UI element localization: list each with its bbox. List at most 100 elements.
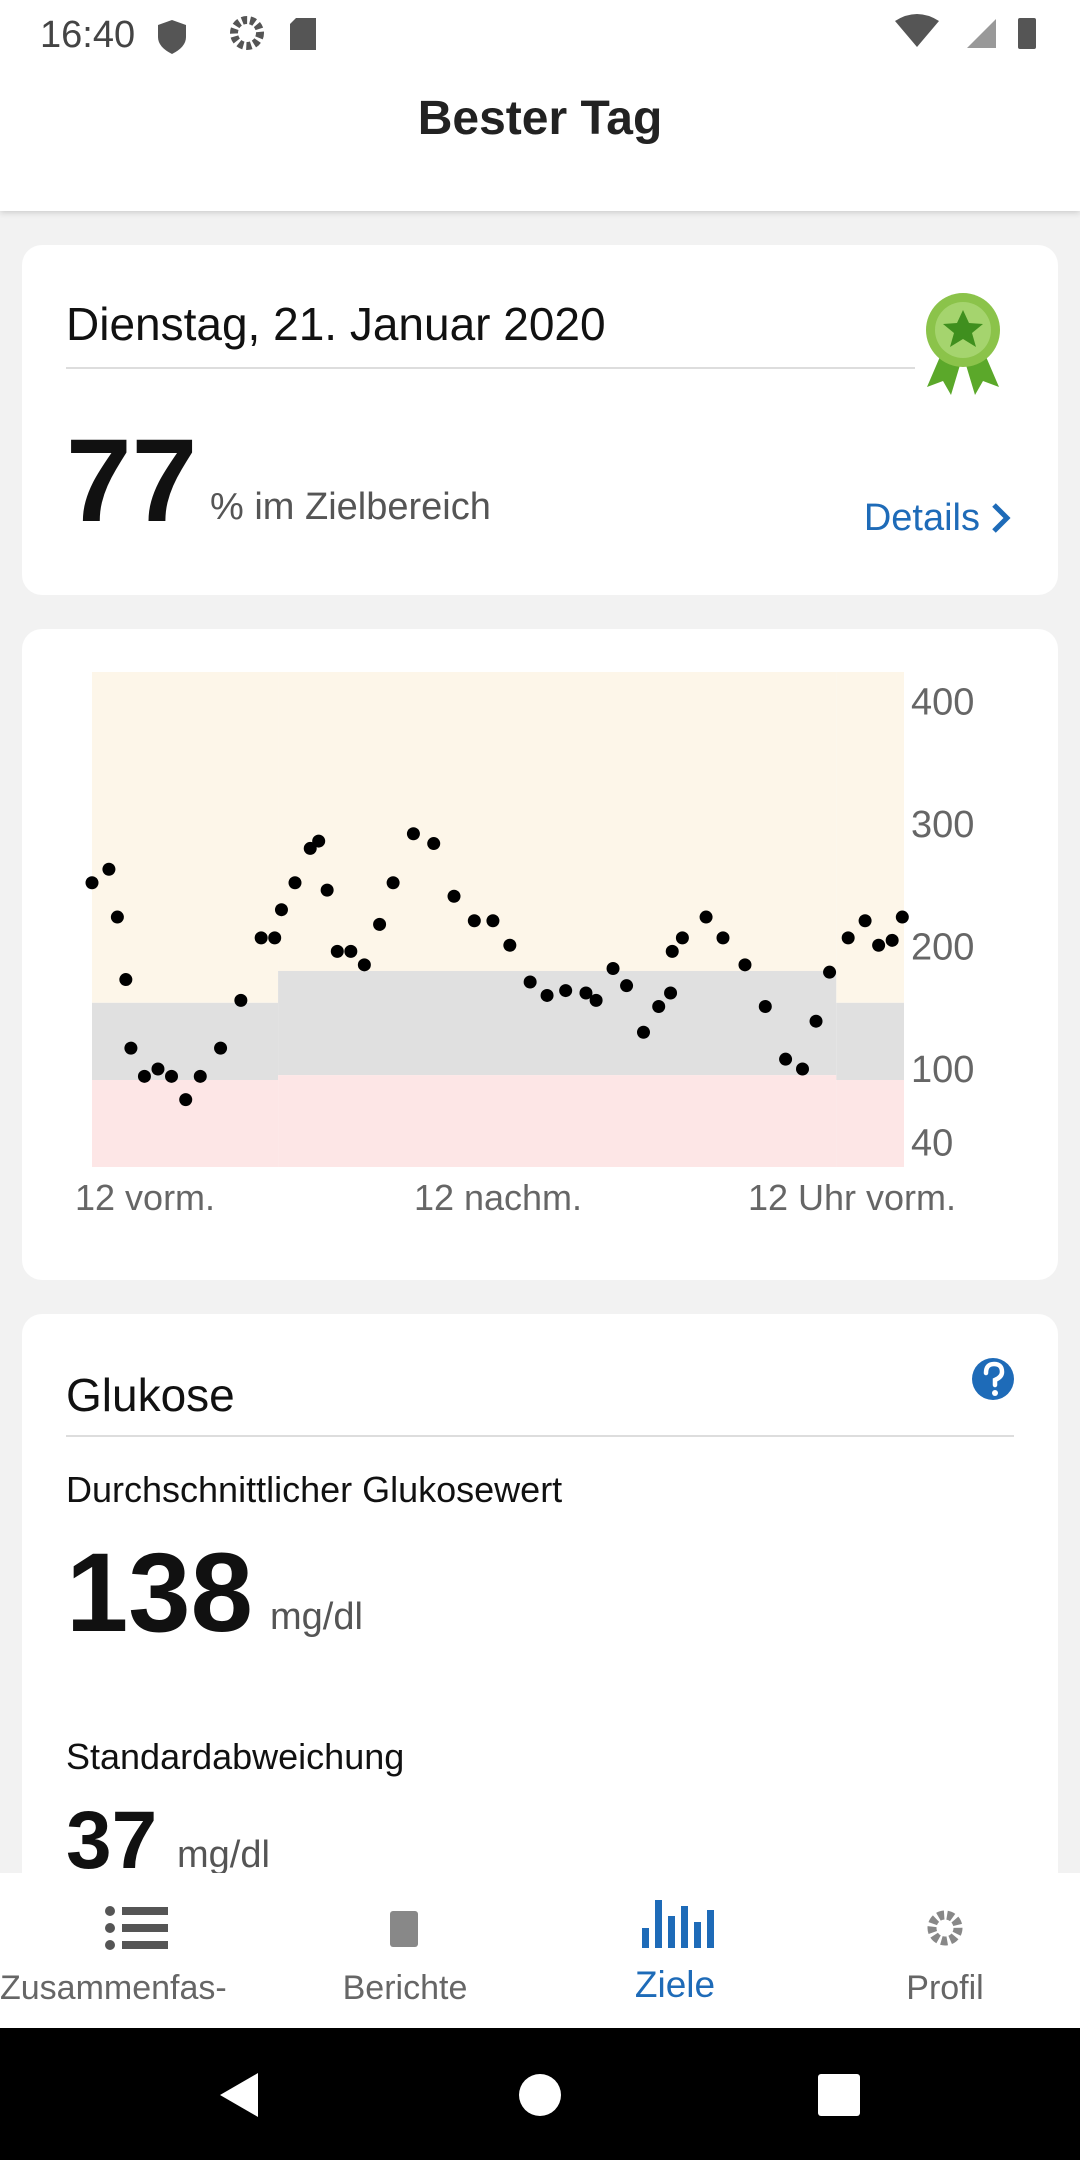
y-tick-label: 100 [911,1049,974,1091]
glucose-point [124,1041,138,1055]
glucose-point [716,931,730,945]
nav-label[interactable]: Zusammenfas- [0,1969,227,2007]
glucose-point [274,903,288,917]
glucose-point [841,931,855,945]
sd-value: 37 [66,1795,157,1886]
average-value: 138 [66,1530,253,1655]
glucose-point [214,1041,228,1055]
glucose-point [606,962,620,976]
glucose-point [268,931,282,945]
target-zone [278,970,837,1076]
page-title: Bester Tag [418,92,663,145]
glucose-point [559,984,573,998]
glucose-point [110,910,124,924]
glucose-point [254,931,268,945]
date: Dienstag, 21. Januar 2020 [66,298,606,350]
glucose-point [858,914,872,928]
nav-label[interactable]: Profil [906,1969,983,2007]
low-zone [92,1080,279,1167]
glucose-point [467,914,481,928]
glucose-point [406,827,420,841]
glucose-point [589,993,603,1007]
status-time: 16:40 [40,14,135,56]
percent-label: % im Zielbereich [210,486,491,528]
glucose-point [102,862,116,876]
glucose-point [675,931,689,945]
low-zone [278,1075,837,1167]
y-tick-label: 200 [911,926,974,968]
average-unit: mg/dl [270,1596,363,1638]
back-button[interactable] [220,2073,258,2117]
y-tick-label: 40 [911,1122,953,1164]
chevron-icon[interactable] [992,503,1011,533]
wifi-icon [895,14,939,47]
details-link[interactable]: Details [864,497,980,539]
target-zone [836,1002,904,1081]
glucose-point [872,938,886,952]
x-tick-label: 12 vorm. [75,1177,215,1218]
high-zone [836,672,904,1003]
glucose-point [579,986,593,1000]
glucose-point [234,993,248,1007]
glucose-point [119,973,133,987]
glucose-point [699,910,713,924]
glucose-point [447,889,461,903]
shield-icon [158,20,186,54]
average-label: Durchschnittlicher Glukosewert [66,1469,562,1510]
glucose-point [193,1069,207,1083]
summary-icon[interactable] [105,1906,168,1950]
glucose-point [523,975,537,989]
low-zone [836,1080,904,1167]
glucose-point [386,876,400,890]
home-button[interactable] [519,2074,561,2116]
glucose-point [151,1062,165,1076]
glucose-point [885,933,899,947]
high-zone [92,672,279,1003]
sd-icon [290,18,316,50]
glucose-title: Glukose [66,1369,235,1421]
profile-icon[interactable] [927,1910,963,1946]
glucose-point [738,958,752,972]
glucose-point [664,986,678,1000]
glucose-point [620,979,634,993]
glucose-point [779,1052,793,1066]
summary-card [22,245,1058,595]
y-tick-label: 300 [911,804,974,846]
reports-icon[interactable] [390,1911,418,1947]
glucose-point [652,999,666,1013]
settings-icon [230,16,264,50]
glucose-point [344,944,358,958]
glucose-point [303,841,317,855]
glucose-point [503,938,517,952]
sd-unit: mg/dl [177,1834,270,1876]
signal-icon [967,19,996,48]
glucose-point [165,1069,179,1083]
glucose-point [288,876,302,890]
glucose-point [373,917,387,931]
battery-icon [1018,18,1036,49]
glucose-point [137,1069,151,1083]
glucose-point [823,965,837,979]
glucose-chart: 40 100 200 300 400 12 vorm. 12 nachm. 12 Uhr vo… [75,672,974,1218]
nav-label[interactable]: Ziele [635,1964,715,2005]
high-zone [278,672,837,971]
goals-icon[interactable] [642,1900,714,1948]
glucose-point [758,999,772,1013]
y-tick-label: 400 [911,681,974,723]
bottom-nav [0,1873,1080,2028]
x-tick-label: 12 nachm. [414,1177,582,1218]
help-icon[interactable] [972,1358,1014,1400]
award-icon [926,293,1000,395]
glucose-point [357,958,371,972]
glucose-point [809,1014,823,1028]
glucose-point [85,876,99,890]
glucose-point [665,944,679,958]
recents-button[interactable] [818,2074,860,2116]
glucose-card [22,1314,1058,2014]
glucose-point [320,883,334,897]
nav-label[interactable]: Berichte [343,1969,468,2007]
sd-label: Standardabweichung [66,1736,404,1777]
glucose-point [796,1062,809,1076]
